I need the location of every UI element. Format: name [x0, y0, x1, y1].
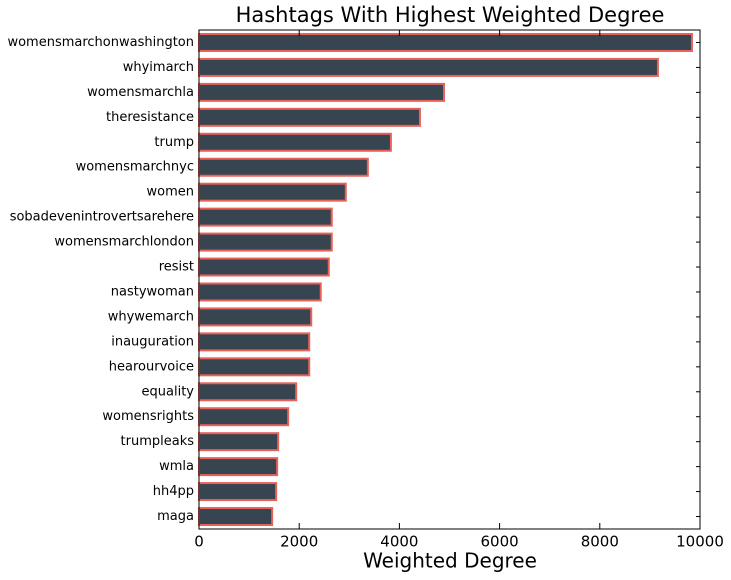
bar — [198, 282, 322, 302]
y-tick-label: womensrights — [102, 409, 194, 424]
y-tick-label: whyimarch — [123, 60, 194, 75]
x-tick-label: 4000 — [380, 533, 418, 551]
y-tick-label: womensmarchlondon — [54, 235, 194, 250]
y-tick-label: hh4pp — [153, 484, 194, 499]
y-tick-label: womensmarchonwashington — [7, 35, 194, 50]
bar — [198, 107, 421, 127]
bar — [198, 432, 280, 452]
bar — [198, 457, 279, 477]
bar — [198, 157, 369, 177]
y-tick-label: women — [147, 185, 195, 200]
y-tick-label: hearourvoice — [109, 359, 194, 374]
chart-title: Hashtags With Highest Weighted Degree — [236, 3, 665, 27]
x-tick-label: 8000 — [581, 533, 619, 551]
bar — [198, 507, 274, 527]
bar — [198, 482, 278, 502]
bar — [198, 307, 313, 327]
x-tick-label: 6000 — [481, 533, 519, 551]
y-tick-label: theresistance — [106, 110, 194, 125]
y-tick-label: whywemarch — [108, 309, 194, 324]
bar — [198, 407, 290, 427]
bar — [198, 332, 311, 352]
plot-frame — [198, 29, 701, 530]
bar — [198, 207, 333, 227]
y-tick-label: nastywoman — [111, 284, 194, 299]
y-tick-label: womensmarchla — [87, 85, 194, 100]
bar — [198, 382, 298, 402]
bar — [198, 257, 330, 277]
bar — [198, 132, 392, 152]
bar — [198, 57, 659, 77]
x-tick-label: 2000 — [280, 533, 318, 551]
bar — [198, 232, 333, 252]
y-tick-label: sobadevenintrovertsarehere — [10, 210, 194, 225]
y-tick-label: equality — [142, 384, 195, 399]
y-tick-label: maga — [157, 509, 194, 524]
x-tick-label: 10000 — [676, 533, 724, 551]
bar — [198, 32, 693, 52]
y-tick-label: resist — [159, 260, 194, 275]
y-tick-label: inauguration — [111, 334, 194, 349]
y-tick-label: trumpleaks — [121, 434, 195, 449]
bar — [198, 182, 347, 202]
y-tick-label: trump — [154, 135, 194, 150]
bar — [198, 82, 445, 102]
bar — [198, 357, 311, 377]
y-tick-label: wmla — [159, 459, 194, 474]
x-tick-label: 0 — [194, 533, 204, 551]
y-tick-label: womensmarchnyc — [76, 160, 194, 175]
x-axis-label: Weighted Degree — [363, 549, 537, 573]
